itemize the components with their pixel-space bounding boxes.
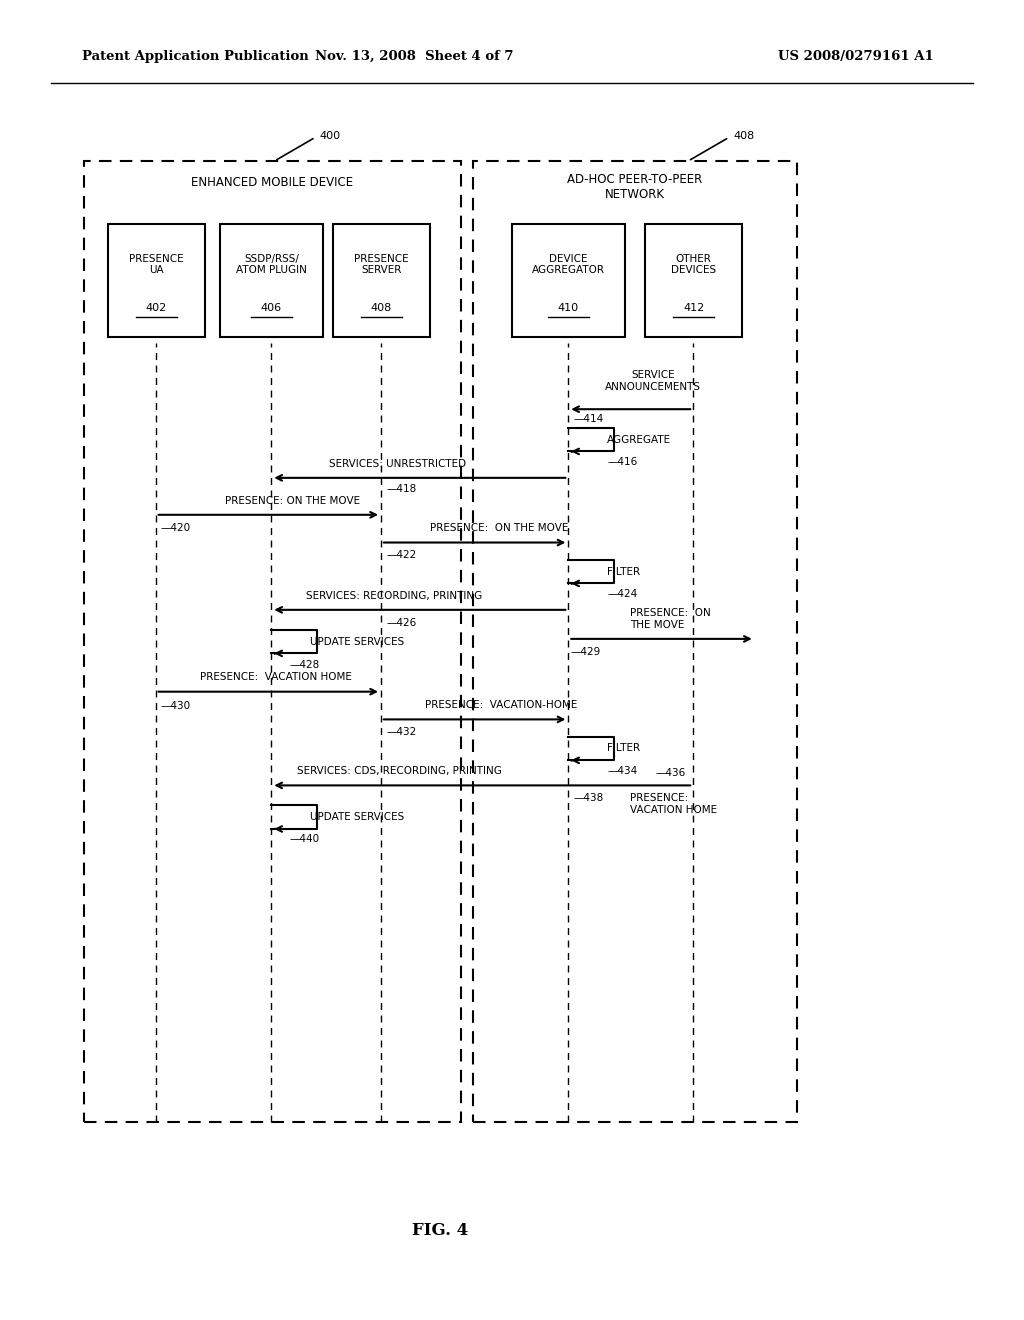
- FancyBboxPatch shape: [512, 224, 625, 337]
- Text: UPDATE SERVICES: UPDATE SERVICES: [310, 812, 404, 822]
- Text: SERVICE
ANNOUNCEMENTS: SERVICE ANNOUNCEMENTS: [605, 371, 701, 392]
- Text: SERVICES: CDS, RECORDING, PRINTING: SERVICES: CDS, RECORDING, PRINTING: [297, 766, 502, 776]
- Text: FILTER: FILTER: [607, 743, 640, 754]
- Text: —436: —436: [655, 768, 686, 779]
- Text: —424: —424: [607, 589, 638, 599]
- Text: —422: —422: [386, 550, 417, 561]
- Text: DEVICE
AGGREGATOR: DEVICE AGGREGATOR: [531, 253, 605, 276]
- Text: —440: —440: [290, 834, 319, 845]
- Text: AGGREGATE: AGGREGATE: [607, 434, 672, 445]
- Text: PRESENCE
UA: PRESENCE UA: [129, 253, 183, 276]
- Text: —418: —418: [386, 484, 417, 495]
- Text: —438: —438: [573, 793, 604, 804]
- Text: 408: 408: [371, 304, 392, 313]
- Text: Nov. 13, 2008  Sheet 4 of 7: Nov. 13, 2008 Sheet 4 of 7: [315, 50, 514, 63]
- Text: 400: 400: [319, 131, 341, 141]
- Text: 410: 410: [558, 304, 579, 313]
- Text: PRESENCE:  VACATION-HOME: PRESENCE: VACATION-HOME: [425, 700, 578, 710]
- Text: ENHANCED MOBILE DEVICE: ENHANCED MOBILE DEVICE: [191, 176, 353, 189]
- Text: 402: 402: [145, 304, 167, 313]
- Text: SSDP/RSS/
ATOM PLUGIN: SSDP/RSS/ ATOM PLUGIN: [236, 253, 307, 276]
- Text: FILTER: FILTER: [607, 566, 640, 577]
- FancyBboxPatch shape: [333, 224, 430, 337]
- Text: PRESENCE:  ON
THE MOVE: PRESENCE: ON THE MOVE: [630, 609, 711, 630]
- Text: AD-HOC PEER-TO-PEER
NETWORK: AD-HOC PEER-TO-PEER NETWORK: [567, 173, 702, 202]
- Text: —414: —414: [573, 414, 604, 425]
- Text: UPDATE SERVICES: UPDATE SERVICES: [310, 636, 404, 647]
- Text: —429: —429: [570, 647, 601, 657]
- Text: US 2008/0279161 A1: US 2008/0279161 A1: [778, 50, 934, 63]
- Text: Patent Application Publication: Patent Application Publication: [82, 50, 308, 63]
- FancyBboxPatch shape: [645, 224, 742, 337]
- Text: —434: —434: [607, 766, 638, 776]
- Text: FIG. 4: FIG. 4: [413, 1222, 468, 1238]
- Text: PRESENCE:  VACATION HOME: PRESENCE: VACATION HOME: [200, 672, 351, 682]
- FancyBboxPatch shape: [108, 224, 205, 337]
- Text: —416: —416: [607, 457, 638, 467]
- Text: PRESENCE
SERVER: PRESENCE SERVER: [354, 253, 409, 276]
- Text: —428: —428: [290, 660, 321, 671]
- Text: —430: —430: [161, 701, 190, 711]
- Text: PRESENCE: ON THE MOVE: PRESENCE: ON THE MOVE: [225, 495, 360, 506]
- Text: —420: —420: [161, 523, 190, 533]
- Text: OTHER
DEVICES: OTHER DEVICES: [671, 253, 717, 276]
- Text: —432: —432: [386, 727, 417, 738]
- FancyBboxPatch shape: [220, 224, 323, 337]
- Text: 408: 408: [733, 131, 755, 141]
- Text: PRESENCE:
VACATION HOME: PRESENCE: VACATION HOME: [630, 793, 717, 814]
- Text: SERVICES: UNRESTRICTED: SERVICES: UNRESTRICTED: [329, 458, 466, 469]
- Text: PRESENCE:  ON THE MOVE: PRESENCE: ON THE MOVE: [430, 523, 568, 533]
- Text: SERVICES: RECORDING, PRINTING: SERVICES: RECORDING, PRINTING: [306, 590, 482, 601]
- Text: —426: —426: [386, 618, 417, 628]
- Text: 406: 406: [261, 304, 282, 313]
- Text: 412: 412: [683, 304, 705, 313]
